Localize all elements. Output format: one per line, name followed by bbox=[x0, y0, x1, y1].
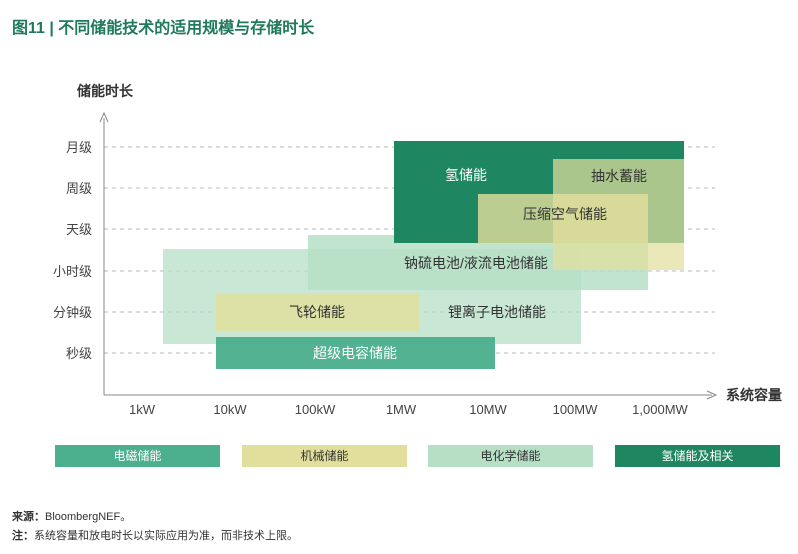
y-tick-label: 秒级 bbox=[66, 346, 92, 361]
y-axis-arrow bbox=[99, 111, 109, 123]
x-tick-label: 10kW bbox=[213, 402, 247, 417]
note-label: 注： bbox=[12, 530, 34, 542]
y-tick-label: 周级 bbox=[66, 181, 92, 196]
tech-label: 压缩空气储能 bbox=[523, 206, 607, 222]
note-text: 系统容量和放电时长以实际应用为准，而非技术上限。 bbox=[34, 530, 298, 542]
x-tick-label: 100MW bbox=[553, 402, 599, 417]
x-tick-label: 10MW bbox=[469, 402, 507, 417]
legend-swatch bbox=[242, 445, 407, 467]
x-tick-label: 1kW bbox=[129, 402, 156, 417]
x-axis-arrow bbox=[706, 390, 718, 400]
legend-label: 氢储能及相关 bbox=[661, 448, 733, 463]
source-label: 来源： bbox=[12, 511, 45, 523]
legend-label: 电磁储能 bbox=[113, 448, 161, 463]
source-line: 来源：BloombergNEF。 bbox=[12, 508, 298, 527]
source-text: BloombergNEF。 bbox=[45, 511, 132, 523]
tech-label: 抽水蓄能 bbox=[591, 168, 647, 184]
tech-range-box bbox=[216, 337, 495, 369]
notes: 来源：BloombergNEF。 注：系统容量和放电时长以实际应用为准，而非技术… bbox=[12, 508, 298, 546]
legend-label: 机械储能 bbox=[300, 448, 348, 463]
tech-label: 氢储能 bbox=[445, 167, 487, 183]
y-axis-title: 储能时长 bbox=[76, 83, 134, 99]
y-tick-label: 天级 bbox=[66, 222, 92, 237]
legend-swatch bbox=[615, 445, 780, 467]
x-axis-title: 系统容量 bbox=[726, 387, 782, 403]
storage-range-chart: 锂离子电池储能 钠硫电池/液流电池储能 氢储能 抽水蓄能压缩空气储能飞轮储能超级电容储… bbox=[53, 83, 782, 467]
tech-label: 飞轮储能 bbox=[289, 304, 345, 320]
y-tick-label: 月级 bbox=[66, 140, 92, 155]
tech-range-box bbox=[216, 293, 419, 331]
tech-range-box bbox=[478, 194, 648, 243]
y-tick-label: 小时级 bbox=[53, 264, 92, 279]
y-tick-label: 分钟级 bbox=[53, 305, 92, 320]
note-line: 注：系统容量和放电时长以实际应用为准，而非技术上限。 bbox=[12, 527, 298, 546]
x-tick-label: 1MW bbox=[386, 402, 417, 417]
figure-title: 图11 | 不同储能技术的适用规模与存储时长 bbox=[12, 20, 315, 37]
x-tick-label: 100kW bbox=[295, 402, 336, 417]
x-tick-label: 1,000MW bbox=[632, 402, 688, 417]
tech-label: 锂离子电池储能 bbox=[448, 304, 546, 320]
legend-swatch bbox=[55, 445, 220, 467]
tech-label: 钠硫电池/液流电池储能 bbox=[404, 255, 548, 271]
tech-label: 超级电容储能 bbox=[313, 345, 397, 361]
legend-label: 电化学储能 bbox=[480, 448, 540, 463]
legend-swatch bbox=[428, 445, 593, 467]
